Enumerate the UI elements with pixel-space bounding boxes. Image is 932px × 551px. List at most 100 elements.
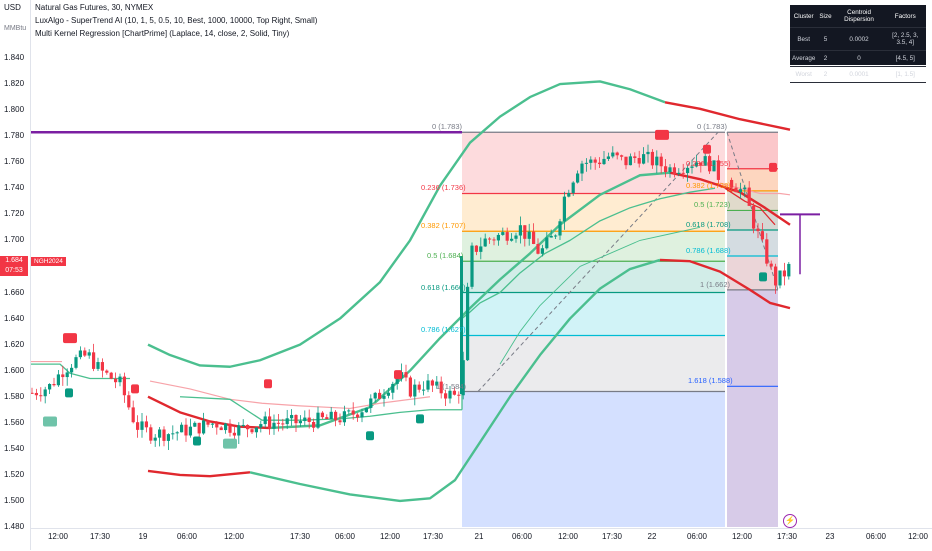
current-price-box: 1.684 07:53 <box>0 256 28 276</box>
candle-body <box>109 372 113 379</box>
candle-body <box>175 432 179 434</box>
price-tick-label: 1.740 <box>4 183 25 193</box>
candle-body <box>615 152 619 156</box>
candle-body <box>105 370 109 373</box>
candle-body <box>386 392 390 396</box>
candle-body <box>523 225 527 239</box>
candle-body <box>52 383 56 386</box>
candle-body <box>716 160 720 180</box>
price-tick-label: 1.580 <box>4 391 25 401</box>
price-tick-label: 1.500 <box>4 495 25 505</box>
candle-body <box>620 155 624 157</box>
candle-body <box>642 154 646 164</box>
candle-body <box>492 239 496 241</box>
candle-body <box>241 424 245 426</box>
supertrend-ama-line <box>499 226 701 365</box>
candle-body <box>228 423 232 433</box>
candle-body <box>316 412 320 428</box>
candle-body <box>360 412 364 418</box>
candle-body <box>633 156 637 159</box>
stats-row: Worst 2 0.0001 [1, 1.5] <box>790 66 926 83</box>
price-tick-label: 1.540 <box>4 443 25 453</box>
candle-body <box>650 151 654 166</box>
candle-body <box>708 156 712 172</box>
candle-body <box>549 235 553 238</box>
indicator-kernel-label[interactable]: Multi Kernel Regression [ChartPrime] (La… <box>35 29 290 38</box>
candle-body <box>272 422 276 429</box>
candle-body <box>171 433 175 435</box>
lightning-icon[interactable]: ⚡ <box>783 514 797 528</box>
fib-level-label-right: 1.618 (1.588) <box>688 376 733 386</box>
candle-body <box>250 429 254 433</box>
candle-body <box>224 423 228 431</box>
current-price-value: 1.684 <box>5 257 23 264</box>
fib-zone-right <box>727 132 778 169</box>
candle-body <box>303 417 307 422</box>
candle-body <box>738 189 742 193</box>
fib-level-label-right: 0.786 (1.688) <box>686 246 731 256</box>
fib-zone-right <box>727 168 778 191</box>
supertrend-line-red <box>724 187 776 226</box>
time-tick-label: 23 <box>825 532 835 541</box>
time-axis[interactable] <box>30 528 932 551</box>
bullish-signal-badge <box>65 388 73 398</box>
candle-body <box>571 182 575 193</box>
candle-body <box>787 263 791 277</box>
candle-body <box>382 395 386 399</box>
candle-body <box>699 162 703 166</box>
candle-body <box>430 380 434 386</box>
indicator-supertrend-label[interactable]: LuxAlgo - SuperTrend AI (10, 1, 5, 0.5, … <box>35 16 318 25</box>
candle-body <box>334 411 338 421</box>
candle-body <box>752 205 756 229</box>
stats-header-cell: Cluster <box>790 5 818 28</box>
stats-cell: [4.5, 5] <box>884 50 926 67</box>
kernel-upper-band-red <box>664 101 791 131</box>
candle-body <box>34 392 38 396</box>
stats-cell: 2 <box>817 50 834 67</box>
time-tick-label: 22 <box>647 532 657 541</box>
stats-cell: Average <box>790 50 818 67</box>
supertrend-stats-table: Cluster Size Centroid Dispersion Factors… <box>790 5 926 83</box>
time-tick-label: 06:00 <box>686 532 708 541</box>
candle-body <box>351 410 355 415</box>
candle-body <box>694 162 698 167</box>
stats-cell: Worst <box>790 66 818 83</box>
time-tick-label: 17:30 <box>776 532 798 541</box>
candle-body <box>470 245 474 287</box>
price-tick-label: 1.640 <box>4 313 25 323</box>
bearish-signal-badge <box>703 144 711 154</box>
bearish-signal-badge <box>264 379 272 389</box>
time-tick-label: 21 <box>474 532 484 541</box>
time-tick-label: 06:00 <box>176 532 198 541</box>
candle-body <box>576 173 580 183</box>
candle-body <box>460 256 463 395</box>
candle-body <box>92 352 96 369</box>
candle-body <box>606 156 610 159</box>
price-tick-label: 1.780 <box>4 131 25 141</box>
price-tick-label: 1.660 <box>4 287 25 297</box>
candle-body <box>320 412 324 418</box>
stats-cell: Best <box>790 27 818 51</box>
candle-body <box>659 156 663 167</box>
candle-body <box>774 266 778 286</box>
price-tick-label: 1.800 <box>4 105 25 115</box>
candle-body <box>567 192 571 197</box>
candle-body <box>602 158 606 165</box>
candle-body <box>488 238 492 240</box>
fib-right-backdrop <box>727 132 778 527</box>
candle-body <box>83 350 87 356</box>
candle-body <box>703 156 707 166</box>
candle-body <box>593 159 597 163</box>
candle-body <box>158 429 162 438</box>
candle-body <box>426 380 430 390</box>
candle-body <box>193 422 197 427</box>
time-tick-label: 12:00 <box>223 532 245 541</box>
fib-level-label-right: 0.382 (1.738) <box>686 180 731 190</box>
candle-body <box>215 423 219 428</box>
candle-body <box>122 376 126 396</box>
candle-body <box>422 389 426 391</box>
candle-body <box>686 167 690 174</box>
candle-body <box>646 151 650 155</box>
time-tick-label: 12:00 <box>907 532 929 541</box>
